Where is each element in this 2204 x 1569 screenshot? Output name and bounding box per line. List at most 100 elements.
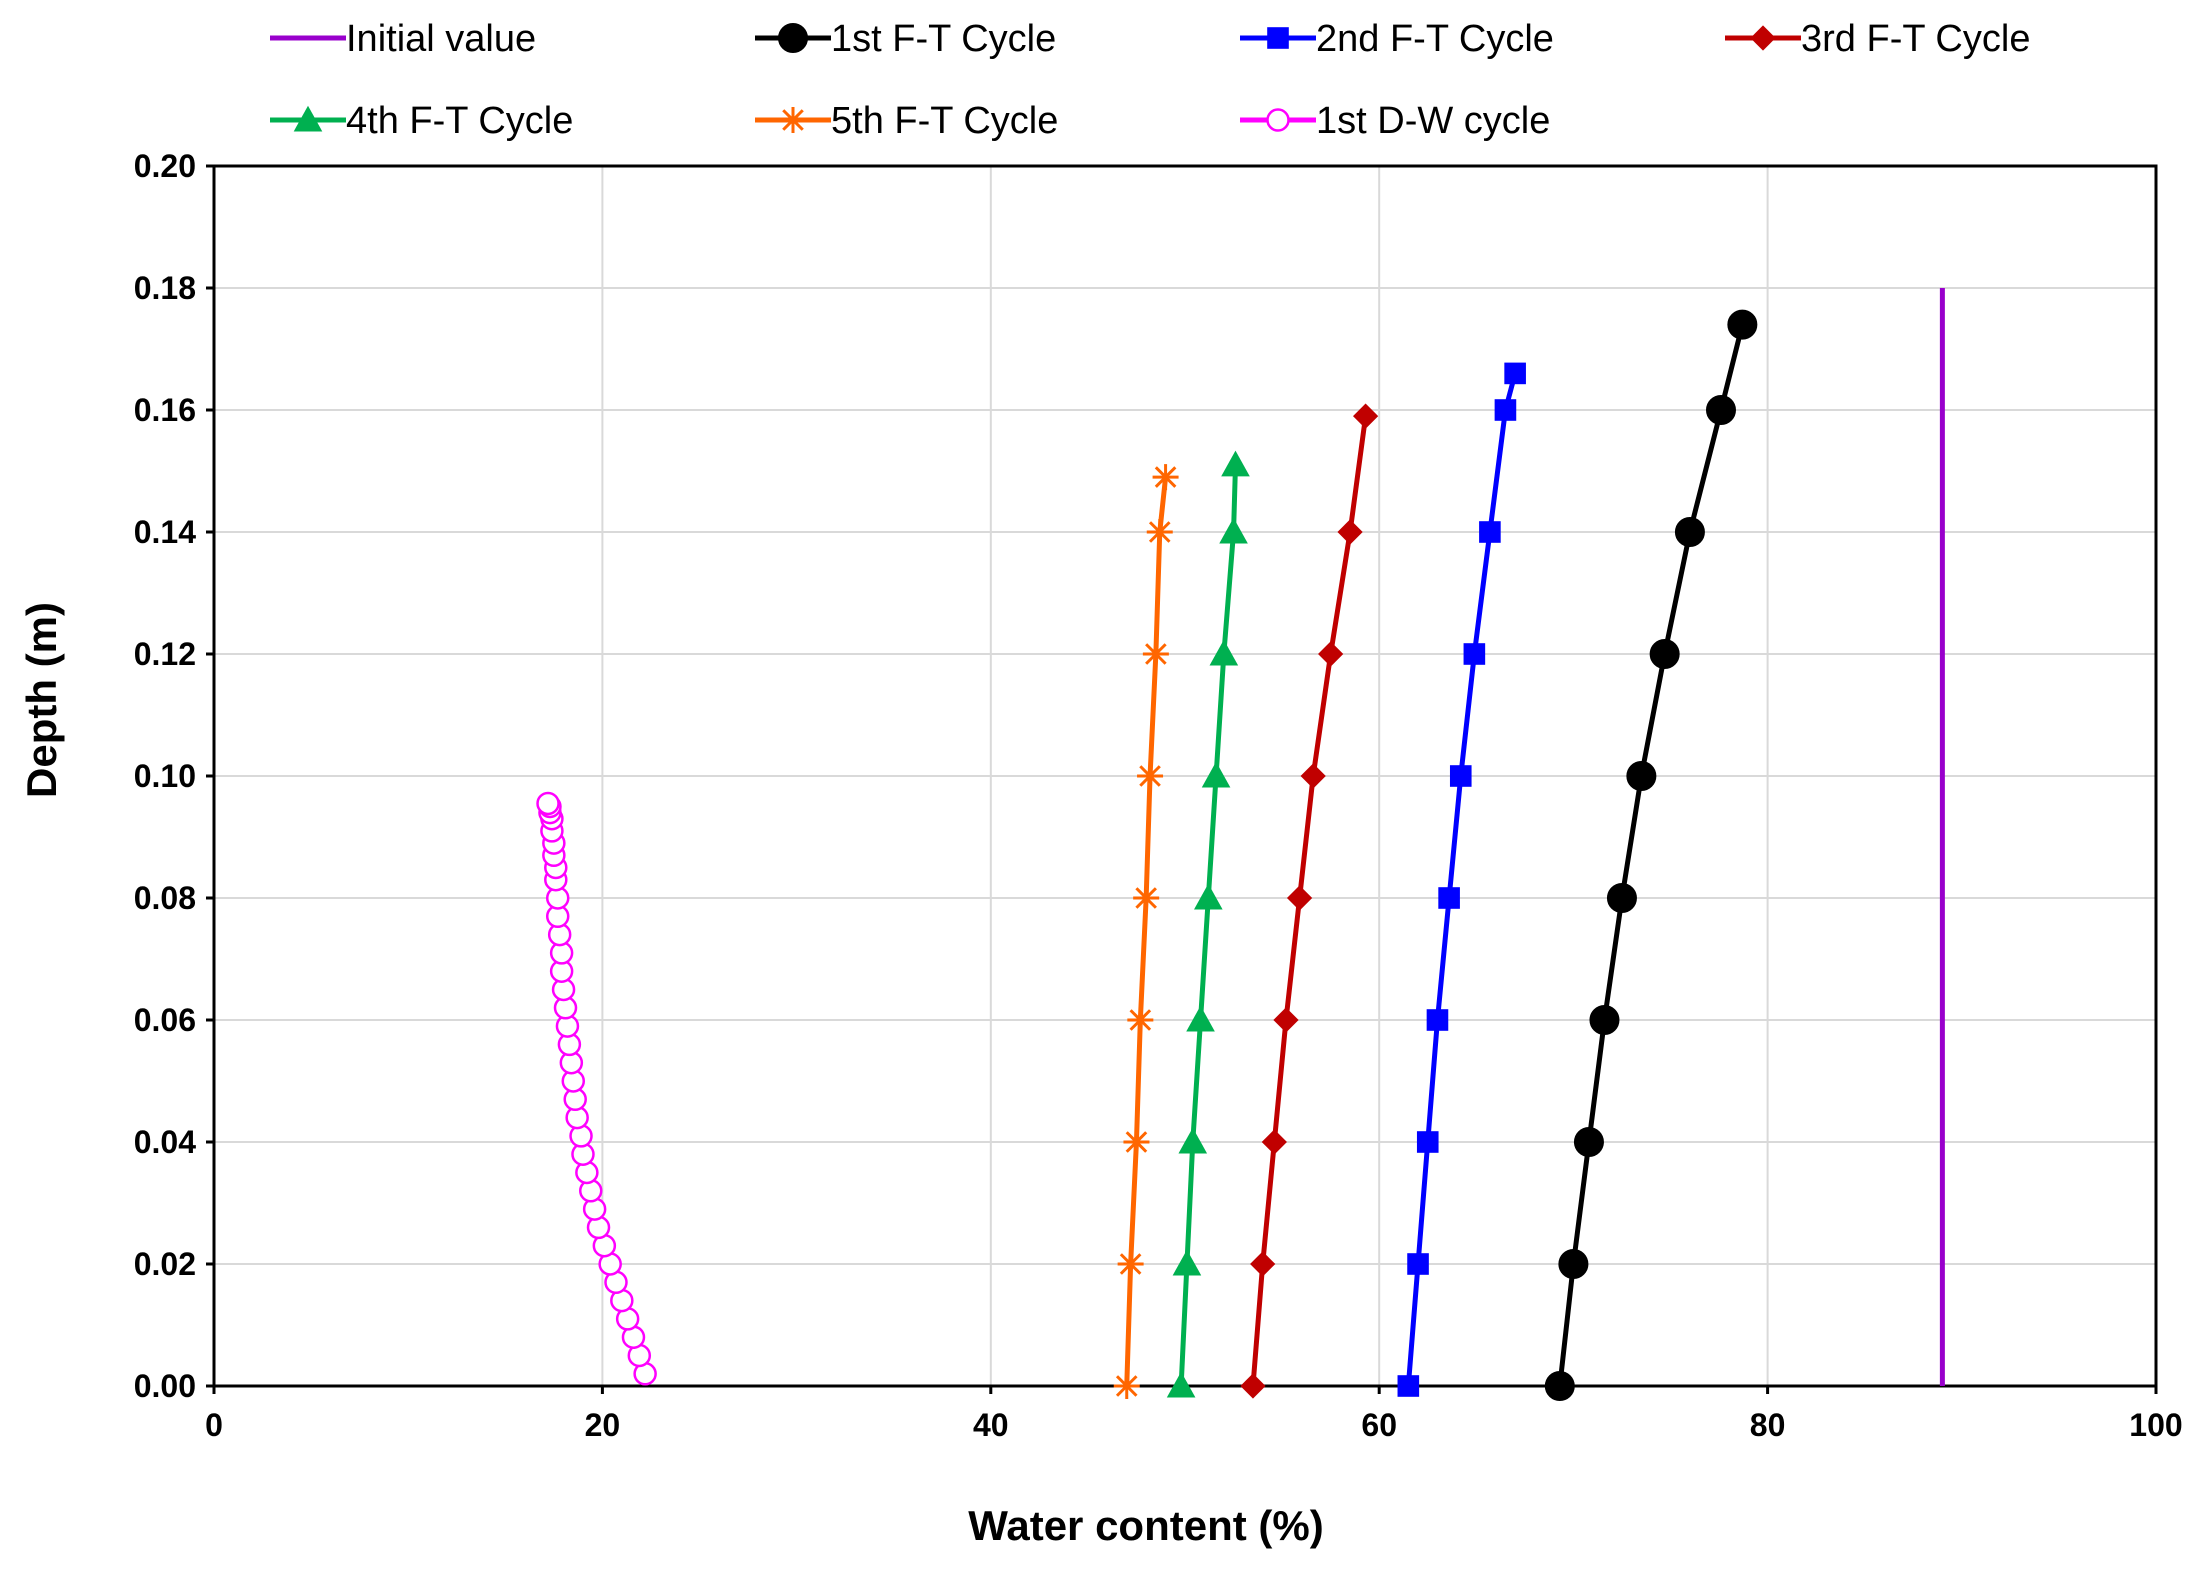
data-point	[1397, 1375, 1420, 1397]
y-tick-label: 0.18	[134, 270, 196, 306]
data-point	[1240, 1373, 1266, 1399]
data-point	[1178, 1127, 1208, 1154]
legend-item-2nd-f-t-cycle: 2nd F-T Cycle	[1240, 18, 1554, 60]
legend-item-1st-f-t-cycle: 1st F-T Cycle	[755, 18, 1056, 60]
data-point	[1221, 450, 1250, 477]
series-4th-f-t-cycle	[1166, 450, 1250, 1398]
data-point	[1494, 399, 1517, 421]
legend-marker	[1266, 108, 1290, 132]
x-axis-title: Water content (%)	[968, 1502, 1323, 1549]
legend-item-3rd-f-t-cycle: 3rd F-T Cycle	[1725, 18, 2030, 60]
data-point	[1273, 1007, 1299, 1033]
data-point	[1727, 309, 1758, 340]
axes: 0 20 40 60 80 100 0.00 0.02 0.04 0.06 0.08 0.10 0.12…	[134, 148, 2183, 1443]
series-line-2nd-f-t-cycle	[1405, 372, 1518, 1387]
x-tick-label: 60	[1361, 1407, 1397, 1443]
legend-marker	[780, 107, 806, 133]
data-point	[1201, 761, 1231, 788]
x-tick-label: 80	[1750, 1407, 1786, 1443]
series-1st-f-t-cycle	[1544, 309, 1758, 1401]
data-point	[1449, 765, 1472, 787]
y-tick-label: 0.08	[134, 880, 196, 916]
series-line-3rd-f-t-cycle	[1250, 415, 1369, 1387]
data-point	[1194, 883, 1223, 910]
data-point	[1286, 885, 1313, 911]
y-tick-label: 0.20	[134, 148, 196, 184]
data-point	[1318, 641, 1344, 667]
data-point	[1172, 1249, 1202, 1276]
data-point	[536, 791, 560, 816]
x-tick-label: 100	[2129, 1407, 2182, 1443]
data-point	[1463, 643, 1486, 665]
data-point	[1606, 883, 1637, 913]
legend-label: 2nd F-T Cycle	[1316, 18, 1554, 60]
data-point	[1133, 885, 1160, 911]
legend-item-4th-f-t-cycle: 4th F-T Cycle	[270, 100, 573, 142]
data-point	[1186, 1005, 1215, 1032]
series-line-1st-f-t-cycle	[1557, 323, 1745, 1387]
y-tick-label: 0.06	[134, 1002, 196, 1038]
y-tick-label: 0.16	[134, 392, 196, 428]
data-point	[1261, 1129, 1287, 1155]
data-point	[1127, 1007, 1154, 1033]
x-tick-label: 40	[973, 1407, 1009, 1443]
data-point	[1113, 1373, 1140, 1399]
data-point	[1142, 641, 1169, 667]
series-line-4th-f-t-cycle	[1178, 464, 1238, 1387]
legend-label: 3rd F-T Cycle	[1801, 18, 2030, 60]
data-point	[1438, 887, 1460, 909]
series-5th-f-t-cycle	[1113, 464, 1179, 1399]
y-tick-label: 0.00	[134, 1368, 196, 1404]
y-tick-label: 0.04	[134, 1124, 196, 1160]
data-point	[1123, 1129, 1150, 1155]
data-point	[1353, 403, 1379, 429]
x-tick-label: 0	[205, 1407, 223, 1443]
legend-label: Initial value	[346, 18, 536, 60]
legend-label: 1st D-W cycle	[1316, 100, 1550, 142]
y-tick-label: 0.14	[134, 514, 196, 550]
legend-marker	[293, 105, 323, 132]
series-layer	[536, 288, 1945, 1401]
series-line-5th-f-t-cycle	[1124, 476, 1169, 1387]
data-point	[1300, 763, 1326, 789]
y-axis-title: Depth (m)	[18, 602, 65, 798]
data-point	[1219, 517, 1248, 544]
data-point	[1426, 1009, 1449, 1031]
legend-label: 5th F-T Cycle	[831, 100, 1058, 142]
series-3rd-f-t-cycle	[1240, 403, 1379, 1399]
data-point	[1589, 1005, 1620, 1035]
x-tick-label: 20	[585, 1407, 621, 1443]
grid-lines	[214, 166, 2156, 1386]
data-point	[1626, 761, 1657, 791]
data-point	[1137, 763, 1164, 789]
series-2nd-f-t-cycle	[1397, 362, 1526, 1397]
series-1st-d-w-cycle	[536, 791, 657, 1386]
data-point	[1146, 519, 1173, 545]
legend-marker	[1750, 25, 1776, 51]
data-point	[1117, 1251, 1144, 1277]
legend-label: 4th F-T Cycle	[346, 100, 573, 142]
data-point	[1250, 1251, 1276, 1277]
data-point	[1152, 464, 1179, 491]
data-point	[1209, 639, 1239, 666]
legend: Initial value 1st F-T Cycle 2nd F-T Cycle 3…	[270, 18, 2030, 142]
data-point	[1573, 1127, 1604, 1157]
data-point	[1416, 1131, 1439, 1153]
data-point	[1705, 395, 1736, 425]
data-point	[1649, 639, 1680, 669]
legend-marker	[1267, 27, 1289, 49]
data-point	[1544, 1371, 1575, 1401]
data-point	[1558, 1249, 1589, 1279]
y-tick-label: 0.02	[134, 1246, 196, 1282]
data-point	[1504, 362, 1526, 385]
data-point	[1407, 1253, 1429, 1275]
legend-item-1st-d-w-cycle: 1st D-W cycle	[1240, 100, 1550, 142]
legend-item-5th-f-t-cycle: 5th F-T Cycle	[755, 100, 1058, 142]
legend-item-initial-value: Initial value	[270, 18, 536, 60]
legend-label: 1st F-T Cycle	[831, 18, 1056, 60]
legend-marker	[778, 23, 808, 53]
data-point	[1674, 517, 1705, 547]
y-tick-label: 0.12	[134, 636, 196, 672]
data-point	[1166, 1371, 1196, 1398]
